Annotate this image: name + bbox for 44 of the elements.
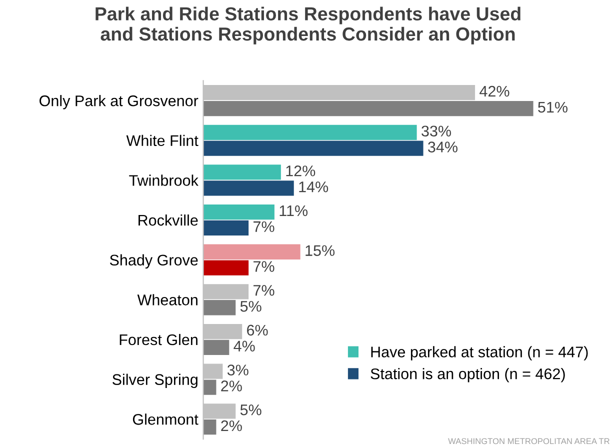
data-label: 4% [234,340,255,352]
chart-title: Park and Ride Stations Respondents have Used and Stations Respondents Consider an Option [96,6,520,44]
data-label: 7% [254,221,274,232]
bar [203,204,274,220]
y-tick-label: Forest Glen [120,334,198,346]
bar [203,340,230,356]
bar [203,164,281,180]
y-tick-label: Twinbrook [129,174,198,186]
y-tick-label: Rockville [138,214,198,226]
bar [203,380,216,395]
data-label: 14% [299,182,328,192]
data-label: 12% [286,166,316,176]
bar [203,140,424,156]
data-label: 33% [422,126,452,137]
data-label: 6% [247,324,268,336]
legend-label: Station is an option (n = 462) [370,368,565,382]
bar [203,420,216,435]
bar [203,180,294,196]
data-label: 34% [428,142,458,152]
data-label: 15% [306,245,335,256]
data-label: 2% [221,420,242,432]
bar [203,124,417,140]
bar [203,220,249,236]
data-label: 42% [480,86,510,97]
y-tick-label: Shady Grove [110,254,198,269]
y-tick-label: Only Park at Grosvenor [40,95,198,110]
data-label: 5% [240,300,262,312]
data-label: 5% [240,404,262,416]
y-tick-label: Silver Spring [112,374,198,388]
bar [203,100,534,116]
data-label: 3% [227,364,248,376]
y-tick-label: White Flint [126,134,198,146]
data-label: 7% [254,285,274,296]
annotation: WASHINGTON METROPOLITAN AREA TR [448,438,610,444]
bar [203,300,236,316]
data-label: 51% [538,102,568,113]
y-tick-label: Glenmont [132,414,198,425]
bar [203,244,300,260]
data-label: 7% [254,261,274,272]
data-label: 11% [280,205,308,216]
data-label: 2% [221,380,242,392]
y-tick-label: Wheaton [137,294,198,306]
bar [203,260,249,276]
legend-label: Have parked at station (n = 447) [371,346,588,360]
